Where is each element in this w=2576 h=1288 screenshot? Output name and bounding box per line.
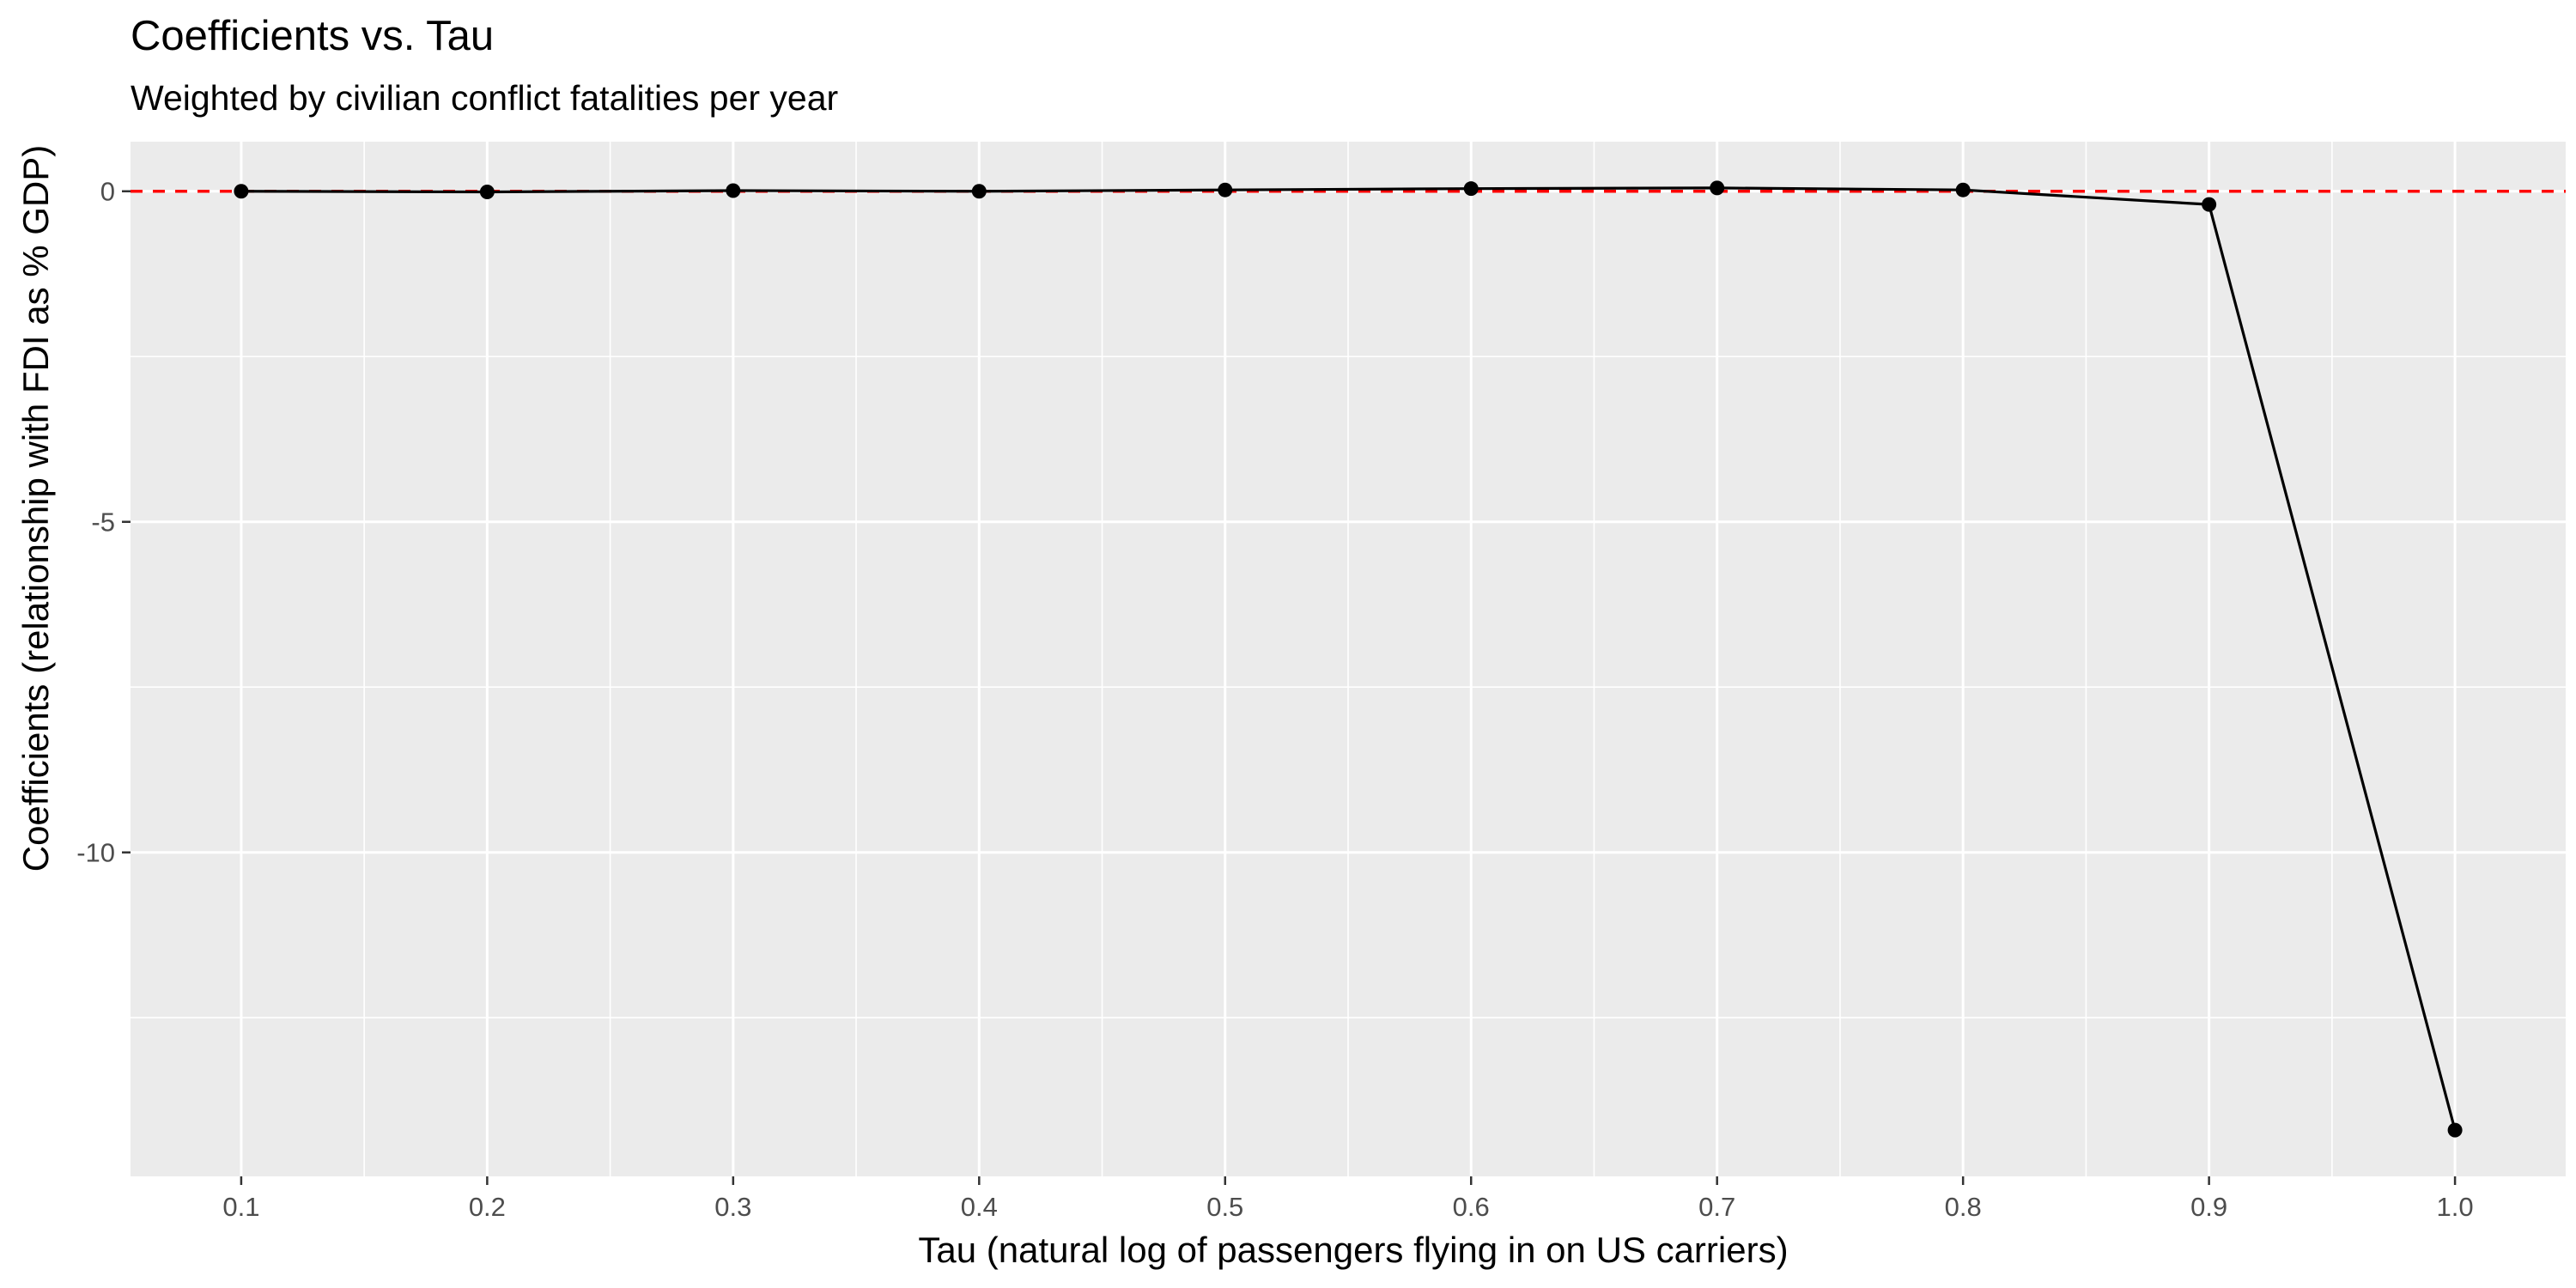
y-tick-label: 0 bbox=[100, 177, 115, 207]
x-tick-label: 0.8 bbox=[1945, 1192, 1982, 1222]
y-axis: 0 -5 -10 bbox=[76, 177, 131, 868]
x-tick-label: 1.0 bbox=[2437, 1192, 2474, 1222]
y-axis-title: Coefficients (relationship with FDI as %… bbox=[15, 145, 56, 872]
x-axis-title: Tau (natural log of passengers flying in… bbox=[918, 1230, 1788, 1270]
data-point bbox=[479, 185, 495, 200]
x-axis: 0.1 0.2 0.3 0.4 0.5 0.6 0.7 0.8 0.9 1.0 bbox=[222, 1176, 2474, 1222]
x-tick-label: 0.2 bbox=[469, 1192, 506, 1222]
data-point bbox=[971, 184, 987, 199]
series-line bbox=[240, 186, 2457, 1131]
data-point bbox=[2447, 1122, 2463, 1138]
data-point bbox=[2202, 197, 2217, 212]
data-point bbox=[234, 184, 249, 199]
y-tick-label: -10 bbox=[76, 838, 115, 868]
data-point bbox=[1955, 182, 1971, 197]
x-tick-label: 0.3 bbox=[714, 1192, 751, 1222]
data-point bbox=[1710, 180, 1725, 196]
major-gridlines bbox=[131, 142, 2566, 1176]
chart-title: Coefficients vs. Tau bbox=[131, 13, 494, 59]
data-point bbox=[726, 183, 741, 198]
series-group bbox=[234, 180, 2463, 1138]
x-tick-label: 0.9 bbox=[2190, 1192, 2227, 1222]
x-tick-label: 0.5 bbox=[1206, 1192, 1243, 1222]
y-tick-label: -5 bbox=[91, 507, 115, 538]
data-point bbox=[1218, 182, 1233, 197]
chart-subtitle: Weighted by civilian conflict fatalities… bbox=[131, 78, 838, 118]
x-tick-label: 0.7 bbox=[1698, 1192, 1735, 1222]
data-point bbox=[1463, 181, 1479, 197]
x-tick-label: 0.1 bbox=[222, 1192, 259, 1222]
x-tick-label: 0.4 bbox=[961, 1192, 998, 1222]
minor-gridlines bbox=[131, 142, 2566, 1176]
x-tick-label: 0.6 bbox=[1453, 1192, 1490, 1222]
